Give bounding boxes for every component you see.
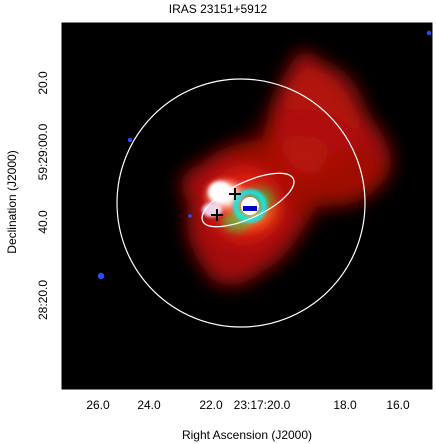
- x-tick-label: 24.0: [137, 398, 161, 412]
- blue-star: [97, 272, 105, 280]
- x-axis-label: Right Ascension (J2000): [181, 428, 313, 442]
- cross-marker: [211, 209, 223, 221]
- y-tick-label: 28:20.0: [36, 279, 50, 321]
- source-ellipse: [201, 172, 295, 228]
- blue-star: [188, 214, 192, 218]
- y-axis-label: Declination (J2000): [5, 150, 19, 254]
- blue-star: [127, 137, 133, 143]
- cyan-source: [233, 189, 267, 223]
- blue-star: [426, 30, 432, 36]
- x-tick-label: 16.0: [386, 398, 410, 412]
- x-tick-label: 22.0: [199, 398, 223, 412]
- large-aperture-circle: [116, 78, 366, 328]
- y-tick-label: 20.0: [36, 71, 50, 95]
- blue-stars: [97, 30, 432, 280]
- x-tick-label: 23:17:20.0: [233, 398, 291, 412]
- position-markers: [211, 188, 241, 221]
- x-tick-label: 18.0: [333, 398, 357, 412]
- image-title: IRAS 23151+5912: [168, 2, 268, 16]
- axes-frame: [61, 22, 433, 390]
- cross-marker: [229, 188, 241, 200]
- y-tick-label: 59:29:00.0: [36, 123, 50, 181]
- y-tick-label: 40.0: [36, 210, 50, 234]
- x-tick-label: 26.0: [86, 398, 110, 412]
- contour-overlays: [116, 78, 366, 328]
